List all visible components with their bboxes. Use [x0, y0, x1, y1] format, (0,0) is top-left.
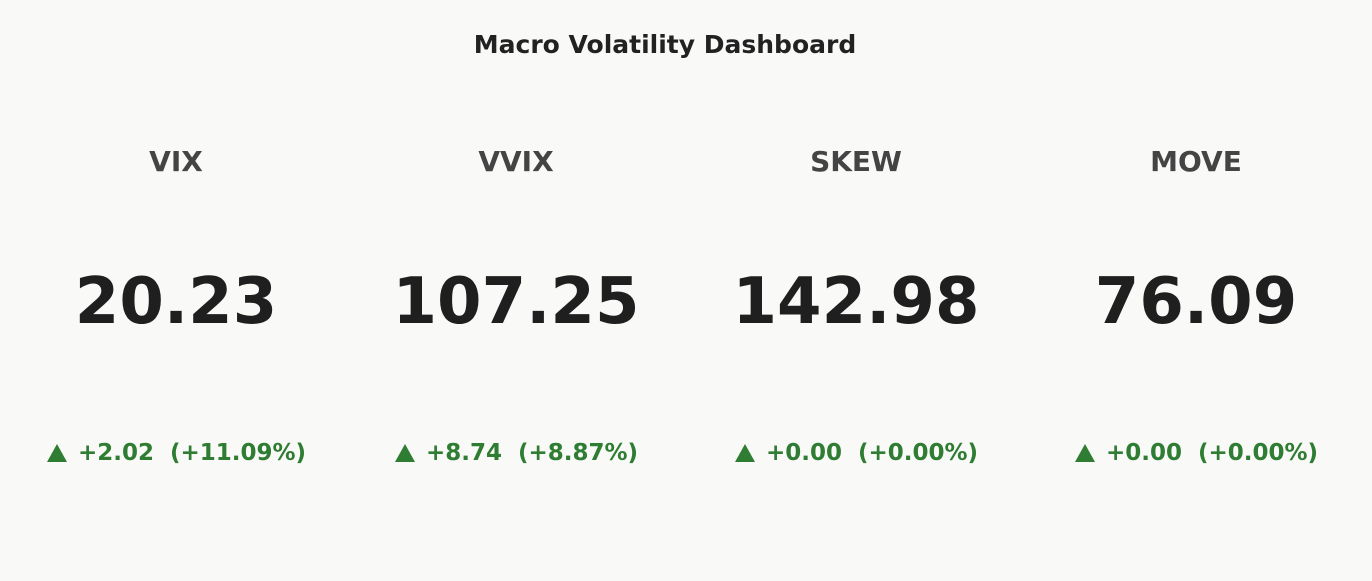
indicator-value: 107.25 [392, 265, 640, 339]
delta-value: +8.74 [425, 440, 502, 466]
delta-percent: (+0.00%) [857, 440, 979, 466]
indicator-tile: SKEW 142.98 +0.00 (+0.00%) [686, 0, 1026, 581]
up-arrow [1074, 444, 1095, 462]
up-arrow-shape [1074, 444, 1095, 462]
delta-value: +2.02 [77, 440, 154, 466]
indicator-tile: VVIX 107.25 +8.74 (+8.87%) [346, 0, 686, 581]
indicator-label: VIX [149, 145, 203, 178]
indicator-delta: +8.74 (+8.87%) [346, 440, 686, 466]
delta-value: +0.00 [765, 440, 842, 466]
delta-percent: (+0.00%) [1197, 440, 1319, 466]
up-arrow [46, 444, 67, 462]
up-arrow-shape [394, 444, 415, 462]
delta-percent: (+8.87%) [517, 440, 639, 466]
delta-value: +0.00 [1105, 440, 1182, 466]
indicator-delta: +0.00 (+0.00%) [1026, 440, 1366, 466]
indicator-label: MOVE [1150, 145, 1242, 178]
indicator-label: VVIX [478, 145, 554, 178]
up-arrow [734, 444, 755, 462]
dashboard-title: Macro Volatility Dashboard [473, 30, 857, 59]
indicator-tile: VIX 20.23 +2.02 (+11.09%) [6, 0, 346, 581]
indicator-delta: +2.02 (+11.09%) [6, 440, 346, 466]
delta-percent: (+11.09%) [169, 440, 307, 466]
up-arrow-shape [46, 444, 67, 462]
up-arrow [394, 444, 415, 462]
indicator-value: 20.23 [74, 265, 278, 339]
indicator-value: 76.09 [1094, 265, 1298, 339]
indicator-tile: MOVE 76.09 +0.00 (+0.00%) [1026, 0, 1366, 581]
indicator-label: SKEW [810, 145, 902, 178]
indicator-delta: +0.00 (+0.00%) [686, 440, 1026, 466]
up-arrow-shape [734, 444, 755, 462]
indicator-value: 142.98 [732, 265, 980, 339]
